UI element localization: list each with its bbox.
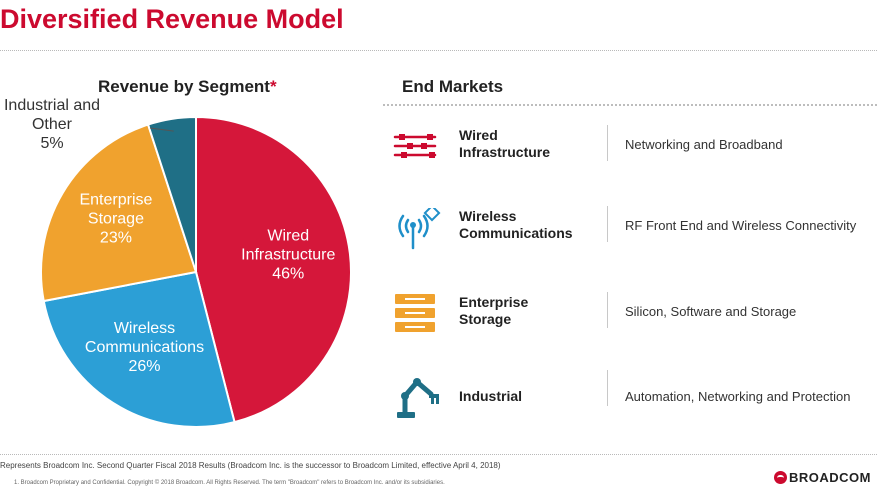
storage-icon [395, 294, 435, 332]
antenna-icon [398, 208, 441, 250]
market-name-line: Enterprise [459, 294, 529, 310]
market-separator [607, 206, 608, 242]
market-name-line: Storage [459, 311, 512, 327]
robot-arm-icon [397, 378, 439, 418]
pie-slice-label: Communications [85, 339, 204, 356]
market-separator [607, 125, 608, 161]
cable-icon [393, 134, 437, 158]
broadcom-logo: BROADCOM [774, 469, 877, 489]
pie-chart-title-text: Revenue by Segment [98, 77, 270, 96]
pie-slice-value-label: 23% [100, 230, 132, 247]
pie-slice [195, 115, 352, 424]
pie-leader-line [149, 127, 174, 132]
bottom-divider [0, 454, 877, 455]
market-row-wired: Wired Infrastructure Networking and Broa… [383, 125, 877, 187]
market-name: Wired Infrastructure [459, 127, 609, 161]
pie-slice [42, 270, 236, 428]
pie-chart-title: Revenue by Segment* [98, 77, 277, 97]
market-name-line: Wired [459, 127, 498, 143]
pie-slice-value-label: 46% [272, 265, 304, 282]
market-name: Industrial [459, 388, 609, 405]
market-row-storage: Enterprise Storage Silicon, Software and… [383, 292, 877, 354]
market-separator [607, 370, 608, 406]
market-row-industrial: Industrial Automation, Networking and Pr… [383, 370, 877, 432]
page-title: Diversified Revenue Model [0, 4, 344, 34]
market-name-line: Industrial [459, 388, 523, 404]
pie-slice-label: Industrial and [4, 97, 100, 114]
pie-slice [40, 123, 198, 303]
market-description: Silicon, Software and Storage [625, 304, 797, 319]
pie-slice [146, 115, 197, 273]
market-name-line: Wireless [459, 208, 517, 224]
pie-slice-value-label: 26% [128, 358, 160, 375]
revenue-pie-chart: Wired Infrastructure 46% Wireless Communicat… [4, 97, 352, 428]
market-name: Wireless Communications [459, 208, 609, 242]
market-separator [607, 292, 608, 328]
market-name-line: Communications [459, 225, 573, 241]
pie-slice-label: Storage [88, 211, 144, 228]
market-description: RF Front End and Wireless Connectivity [625, 218, 857, 233]
pie-slice-label: Wired [267, 227, 309, 244]
end-markets-divider [383, 104, 877, 106]
copyright-notice: 1. Broadcom Proprietary and Confidential… [14, 480, 445, 486]
pie-chart-title-marker: * [269, 77, 277, 96]
pie-slice-label: Infrastructure [241, 246, 335, 263]
market-name: Enterprise Storage [459, 294, 609, 328]
market-row-wireless: Wireless Communications RF Front End and… [383, 206, 877, 268]
broadcom-logo-text: BROADCOM [789, 470, 871, 486]
broadcom-logo-mark [774, 471, 787, 485]
footnote: Represents Broadcom Inc. Second Quarter … [0, 461, 501, 470]
market-description: Automation, Networking and Protection [625, 389, 851, 404]
market-description: Networking and Broadband [625, 137, 783, 152]
pie-slice-label: Wireless [114, 320, 175, 337]
market-name-line: Infrastructure [459, 144, 551, 160]
end-markets-title: End Markets [402, 77, 504, 96]
top-divider [0, 50, 877, 51]
pie-slice-value-label: 5% [40, 135, 63, 152]
pie-slice-label: Enterprise [79, 192, 152, 209]
pie-slice-label: Other [32, 116, 73, 133]
